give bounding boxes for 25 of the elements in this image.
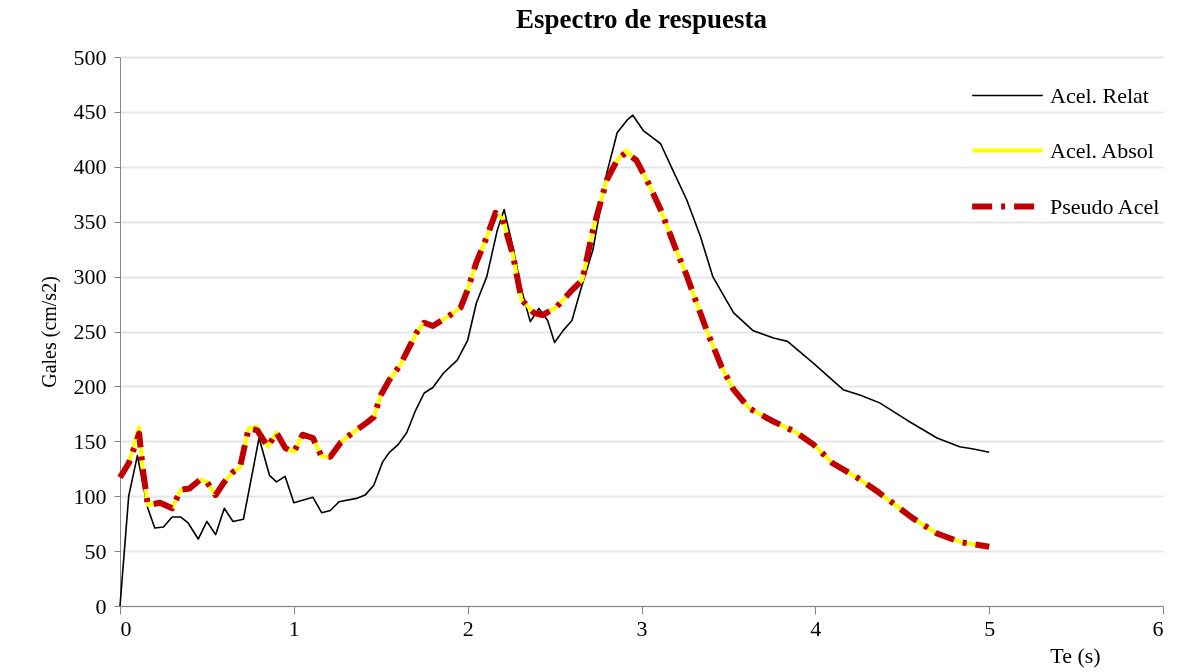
legend-label: Pseudo Acel [1050,193,1160,219]
x-tick-label: 0 [120,615,132,641]
y-axis-title: Gales (cm/s2) [37,276,61,388]
legend-label: Acel. Relat [1050,82,1149,108]
y-tick-label: 50 [84,538,107,564]
x-tick-label: 4 [810,615,822,641]
y-tick-label: 450 [73,99,107,125]
y-tick-label: 100 [73,483,107,509]
y-tick-label: 350 [73,209,107,235]
y-tick-label: 300 [73,264,107,290]
x-tick-label: 2 [462,615,474,641]
x-tick-label: 5 [984,615,996,641]
line-series [119,114,990,607]
y-tick-label: 400 [73,154,107,180]
x-tick-label: 1 [288,615,300,641]
y-tick-label: 150 [73,428,107,454]
x-axis-title: Te (s) [1050,642,1101,668]
chart-title: Espectro de respuesta [516,4,768,34]
x-tick-label: 6 [1152,615,1164,641]
y-tick-label: 250 [73,319,107,344]
y-tick-label: 200 [73,373,107,399]
x-tick-label: 3 [636,615,648,641]
y-tick-label: 500 [73,44,107,70]
legend-label: Acel. Absol [1050,137,1154,163]
y-tick-label: 0 [95,593,107,619]
